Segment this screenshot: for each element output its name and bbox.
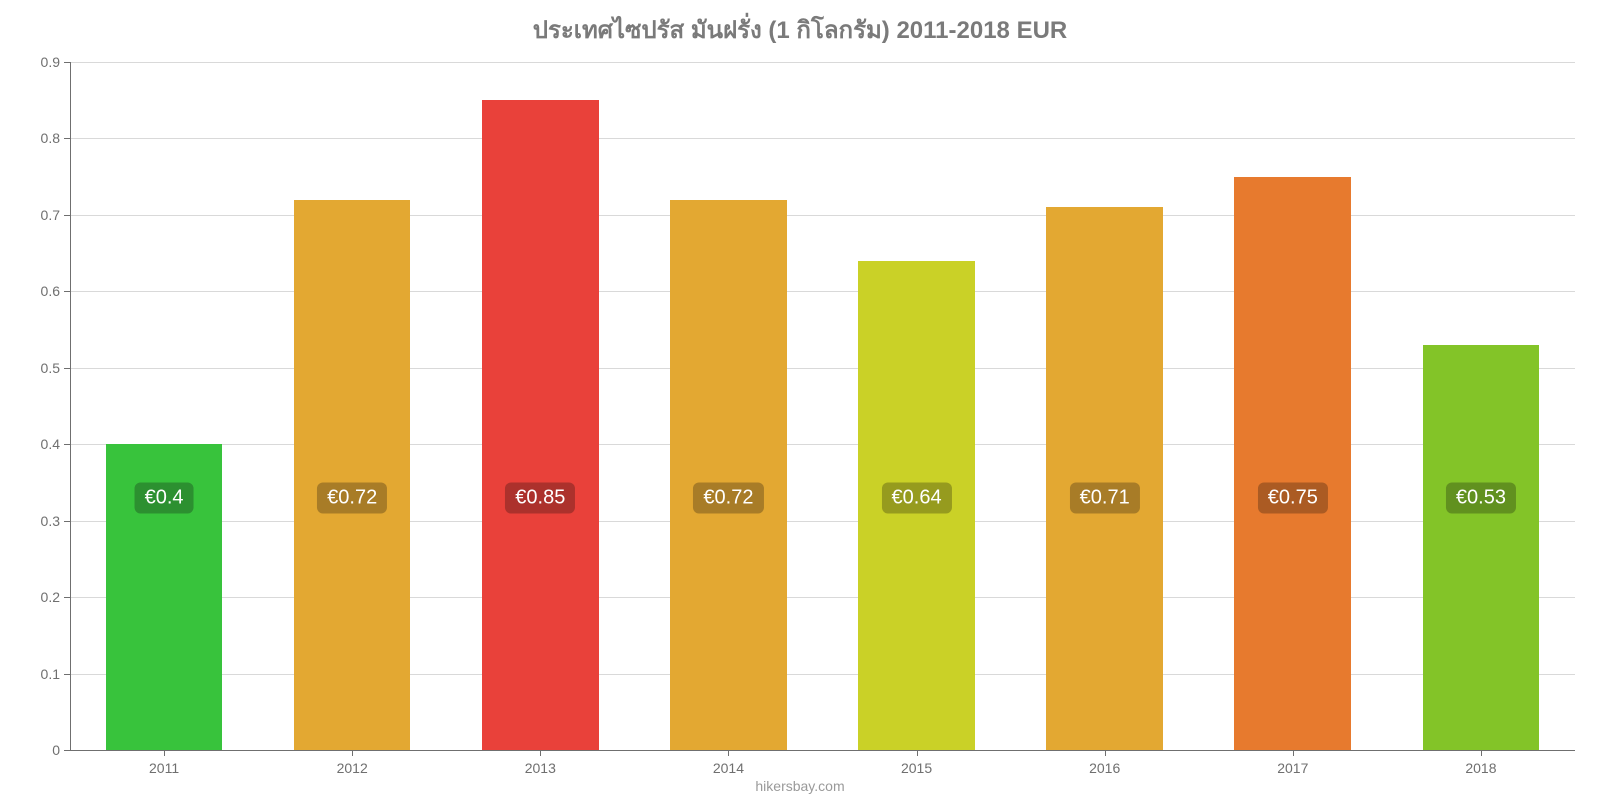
plot-area: 00.10.20.30.40.50.60.70.80.92011€0.42012… [70, 62, 1575, 750]
xtick-label: 2016 [1089, 750, 1120, 776]
bar-value-label: €0.71 [1070, 482, 1140, 513]
grid-line [70, 62, 1575, 63]
bar [482, 100, 599, 750]
ytick-label: 0 [52, 742, 70, 758]
bar-value-label: €0.72 [317, 482, 387, 513]
ytick-label: 0.2 [41, 589, 70, 605]
xtick-label: 2018 [1465, 750, 1496, 776]
bar [670, 200, 787, 750]
ytick-label: 0.4 [41, 436, 70, 452]
xtick-label: 2014 [713, 750, 744, 776]
bar-value-label: €0.72 [693, 482, 763, 513]
bar-value-label: €0.4 [135, 482, 194, 513]
bar-value-label: €0.75 [1258, 482, 1328, 513]
bar [1046, 207, 1163, 750]
bar-chart: ประเทศไซปรัส มันฝรั่ง (1 กิโลกรัม) 2011-… [0, 0, 1600, 800]
ytick-label: 0.3 [41, 513, 70, 529]
xtick-label: 2012 [337, 750, 368, 776]
xtick-label: 2011 [149, 750, 179, 776]
bar [1423, 345, 1540, 750]
grid-line [70, 138, 1575, 139]
ytick-label: 0.1 [41, 666, 70, 682]
ytick-label: 0.5 [41, 360, 70, 376]
xtick-label: 2015 [901, 750, 932, 776]
bar-value-label: €0.85 [505, 482, 575, 513]
ytick-label: 0.9 [41, 54, 70, 70]
xtick-label: 2017 [1277, 750, 1308, 776]
x-axis-line [70, 750, 1575, 751]
ytick-label: 0.7 [41, 207, 70, 223]
bar [1234, 177, 1351, 750]
bar-value-label: €0.64 [882, 482, 952, 513]
chart-title: ประเทศไซปรัส มันฝรั่ง (1 กิโลกรัม) 2011-… [0, 10, 1600, 49]
ytick-label: 0.6 [41, 283, 70, 299]
y-axis-line [70, 62, 71, 750]
chart-footer: hikersbay.com [0, 778, 1600, 794]
bar [294, 200, 411, 750]
ytick-label: 0.8 [41, 130, 70, 146]
bar-value-label: €0.53 [1446, 482, 1516, 513]
xtick-label: 2013 [525, 750, 556, 776]
